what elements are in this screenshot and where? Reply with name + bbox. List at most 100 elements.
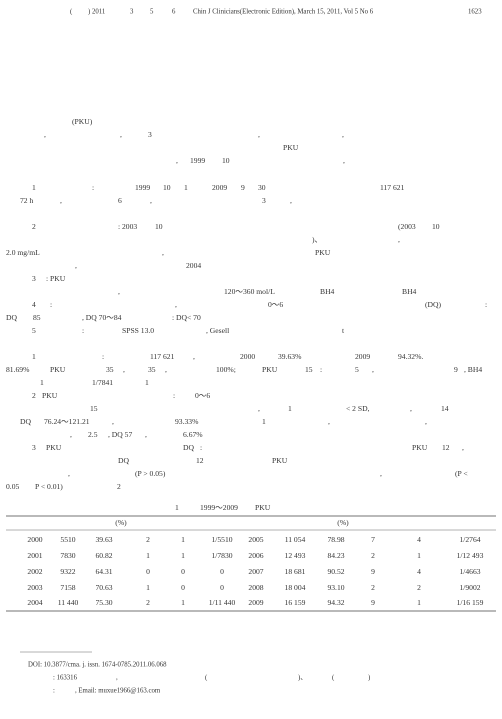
body-text: 72 h bbox=[20, 196, 33, 205]
table-cell: 2 bbox=[417, 583, 421, 592]
table-cell: 4 bbox=[417, 567, 421, 576]
body-text: : 2003 bbox=[118, 222, 137, 231]
body-text: : bbox=[173, 391, 175, 400]
table-cell: 94.32 bbox=[327, 598, 344, 607]
body-text: BH4 bbox=[402, 287, 417, 296]
table-cell: 16 159 bbox=[285, 598, 306, 607]
table-cell: 2002 bbox=[27, 567, 42, 576]
table-title: PKU bbox=[255, 503, 271, 512]
body-text: 1 bbox=[288, 404, 292, 413]
body-text: , bbox=[398, 235, 400, 244]
body-text: , bbox=[68, 469, 70, 478]
table-cell: 1/11 440 bbox=[209, 598, 236, 607]
body-text: 2.5 bbox=[88, 430, 98, 439]
footnote: , bbox=[116, 675, 118, 682]
table-cell: 1 bbox=[146, 583, 150, 592]
body-text: 93.33% bbox=[175, 417, 199, 426]
table-cell: 2008 bbox=[248, 583, 263, 592]
body-text: : bbox=[50, 300, 52, 309]
table-cell: 1 bbox=[417, 551, 421, 560]
body-text: SPSS 13.0 bbox=[122, 326, 154, 335]
body-text: , bbox=[118, 287, 120, 296]
body-text: , bbox=[176, 156, 178, 165]
body-text: , bbox=[380, 469, 382, 478]
body-text: , bbox=[372, 365, 374, 374]
table-cell: 2006 bbox=[248, 551, 263, 560]
body-text: 1 bbox=[145, 378, 149, 387]
body-text: P < 0.01) bbox=[35, 482, 63, 491]
table-cell: 1 bbox=[146, 551, 150, 560]
body-text: (P < bbox=[455, 469, 468, 478]
table-cell: 1/7830 bbox=[211, 551, 232, 560]
body-text: 120～360 mol/L bbox=[224, 287, 275, 296]
body-text: , bbox=[120, 130, 122, 139]
table-cell: 2001 bbox=[27, 551, 42, 560]
body-text: 117 621 bbox=[150, 352, 175, 361]
body-text: 2 bbox=[32, 391, 36, 400]
body-text: , bbox=[343, 156, 345, 165]
body-text: 1 bbox=[40, 378, 44, 387]
body-text: , bbox=[165, 365, 167, 374]
body-text: (PKU) bbox=[72, 117, 93, 126]
table-cell: 7158 bbox=[60, 583, 75, 592]
table-cell: 18 004 bbox=[285, 583, 306, 592]
body-text: , bbox=[410, 404, 412, 413]
body-text: , BH4 bbox=[464, 365, 482, 374]
body-text: , bbox=[342, 130, 344, 139]
body-text: 14 bbox=[441, 404, 449, 413]
body-text: , bbox=[462, 443, 464, 452]
table-cell: 5510 bbox=[60, 535, 75, 544]
body-text: : bbox=[92, 183, 94, 192]
body-text: 2009 bbox=[212, 183, 227, 192]
table-cell: 90.52 bbox=[327, 567, 344, 576]
table-cell: 84.23 bbox=[327, 551, 344, 560]
body-text: 10 bbox=[163, 183, 171, 192]
table-cell: 0 bbox=[220, 567, 224, 576]
body-text: BH4 bbox=[320, 287, 335, 296]
table-cell: 70.63 bbox=[95, 583, 112, 592]
body-text: , bbox=[145, 430, 147, 439]
table-cell: 7830 bbox=[60, 551, 75, 560]
body-text: , DQ 57 bbox=[108, 430, 132, 439]
body-text: , bbox=[328, 417, 330, 426]
body-text: , bbox=[290, 196, 292, 205]
table-cell: 2009 bbox=[248, 598, 263, 607]
body-text: , bbox=[150, 196, 152, 205]
body-text: 2.0 mg/mL bbox=[6, 248, 40, 257]
body-text: 1999 bbox=[190, 156, 205, 165]
table-cell: 39.63 bbox=[95, 535, 112, 544]
body-text: , bbox=[123, 365, 125, 374]
body-text: 4 bbox=[32, 300, 36, 309]
body-text: 117 621 bbox=[380, 183, 405, 192]
footnote: : bbox=[53, 688, 55, 695]
footnote: , Email: muxue1966@163.com bbox=[75, 688, 161, 695]
body-text: 10 bbox=[432, 222, 440, 231]
table-cell: 60.82 bbox=[95, 551, 112, 560]
footnote: )、 bbox=[298, 675, 307, 682]
body-text: 6 bbox=[118, 196, 122, 205]
body-text: , bbox=[175, 300, 177, 309]
footnote: : 163316 bbox=[53, 675, 78, 682]
table-cell: 64.31 bbox=[95, 567, 112, 576]
table-cell: 75.30 bbox=[95, 598, 112, 607]
body-text: : DQ< 70 bbox=[172, 313, 201, 322]
table-cell: 1 bbox=[417, 598, 421, 607]
body-text: 0～6 bbox=[195, 391, 210, 400]
body-text: (P > 0.05) bbox=[135, 469, 166, 478]
body-text: 5 bbox=[355, 365, 359, 374]
body-text: 10 bbox=[155, 222, 163, 231]
table-cell: 2 bbox=[146, 598, 150, 607]
table-cell: 0 bbox=[220, 583, 224, 592]
table-cell: 9 bbox=[371, 598, 375, 607]
body-text: t bbox=[342, 326, 345, 335]
body-text: 10 bbox=[222, 156, 230, 165]
body-text: 9 bbox=[241, 183, 245, 192]
table-cell: 1/9002 bbox=[459, 583, 480, 592]
body-text: , bbox=[75, 261, 77, 270]
table-cell: 9322 bbox=[60, 567, 75, 576]
body-text: , bbox=[425, 417, 427, 426]
running-header: ( bbox=[70, 9, 73, 16]
body-text: , Gesell bbox=[206, 326, 229, 335]
table-cell: 1/16 159 bbox=[457, 598, 484, 607]
body-text: : PKU bbox=[46, 274, 66, 283]
